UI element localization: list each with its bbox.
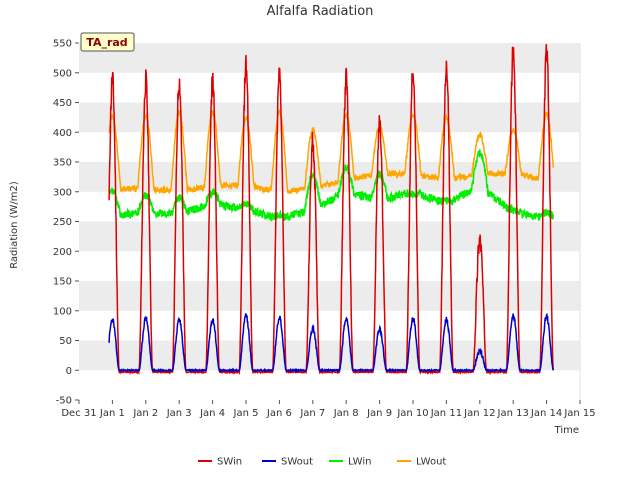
y-tick-label: -50 bbox=[56, 396, 72, 407]
grid-band bbox=[79, 221, 580, 252]
y-tick-label: 350 bbox=[53, 158, 72, 169]
y-tick-label: 0 bbox=[66, 366, 72, 377]
y-tick-label: 300 bbox=[53, 187, 72, 198]
legend-label-swin: SWin bbox=[217, 457, 242, 468]
y-tick-label: 100 bbox=[53, 306, 72, 317]
x-tick-label: Jan 12 bbox=[463, 408, 495, 419]
series-line-swin bbox=[108, 44, 555, 376]
x-tick-label: Jan 4 bbox=[199, 408, 225, 419]
x-tick-label: Jan 5 bbox=[233, 408, 259, 419]
x-tick-label: Jan 1 bbox=[99, 408, 125, 419]
y-tick-label: 550 bbox=[53, 39, 72, 50]
legend: SWin SWout LWin LWout bbox=[198, 457, 446, 468]
y-tick-label: 250 bbox=[53, 217, 72, 228]
legend-label-lwout: LWout bbox=[416, 457, 446, 468]
grid-band bbox=[79, 281, 580, 311]
y-tick-label: 500 bbox=[53, 68, 72, 79]
x-tick-label: Jan 9 bbox=[366, 408, 392, 419]
series-layer bbox=[108, 44, 555, 376]
ta-rad-badge-label: TA_rad bbox=[86, 36, 127, 49]
legend-label-lwin: LWin bbox=[348, 457, 371, 468]
x-tick-label: Jan 15 bbox=[563, 408, 595, 419]
y-tick-label: 400 bbox=[53, 128, 72, 139]
y-axis-ticks: -50 0 50 100 150 200 250 300 350 400 450 500 550 bbox=[53, 39, 79, 407]
y-tick-label: 200 bbox=[53, 247, 72, 258]
grid-band bbox=[79, 43, 580, 73]
series-line-lwout bbox=[108, 109, 555, 195]
x-tick-label: Jan 2 bbox=[132, 408, 158, 419]
x-tick-label: Jan 3 bbox=[166, 408, 192, 419]
legend-label-swout: SWout bbox=[281, 457, 313, 468]
y-axis-label: Radiation (W/m2) bbox=[9, 181, 20, 269]
x-axis-label: Time bbox=[554, 425, 579, 436]
ta-rad-badge: TA_rad bbox=[80, 32, 135, 52]
grid-band bbox=[79, 102, 580, 133]
chart-title: Alfalfa Radiation bbox=[267, 4, 374, 19]
x-tick-label: Jan 14 bbox=[530, 408, 562, 419]
x-tick-label: Jan 13 bbox=[497, 408, 529, 419]
x-tick-label: Jan 8 bbox=[333, 408, 359, 419]
grid-band bbox=[79, 340, 580, 371]
series-line-swout bbox=[108, 313, 554, 374]
y-tick-label: 150 bbox=[53, 277, 72, 288]
x-tick-label: Jan 11 bbox=[430, 408, 462, 419]
y-tick-label: 50 bbox=[59, 336, 72, 347]
x-tick-label: Dec 31 bbox=[61, 408, 96, 419]
x-tick-label: Jan 7 bbox=[299, 408, 325, 419]
ta-rad-badge-box bbox=[80, 32, 135, 52]
y-tick-label: 450 bbox=[53, 98, 72, 109]
x-axis-ticks: Dec 31 Jan 1 Jan 2 Jan 3 Jan 4 Jan 5 Jan 6 Jan … bbox=[61, 400, 596, 419]
x-tick-label: Jan 10 bbox=[396, 408, 428, 419]
x-tick-label: Jan 6 bbox=[266, 408, 292, 419]
